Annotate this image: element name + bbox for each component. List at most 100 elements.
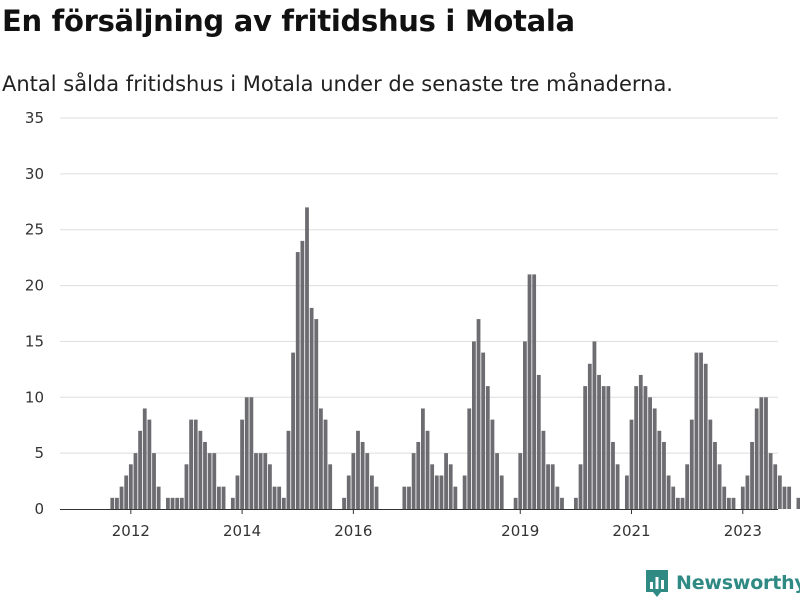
bar <box>416 441 421 509</box>
bar <box>782 486 787 509</box>
bar <box>467 408 472 509</box>
bar <box>166 497 170 509</box>
bar <box>699 352 703 509</box>
y-tick-label-30: 30 <box>25 165 44 183</box>
bar <box>754 408 759 509</box>
y-tick-label-10: 10 <box>25 388 44 406</box>
bar <box>471 341 476 509</box>
bar <box>787 486 792 509</box>
bar <box>133 453 138 509</box>
bar <box>124 475 129 509</box>
bar <box>240 419 244 509</box>
x-tick-label-2021: 2021 <box>612 522 650 540</box>
bar <box>291 352 295 509</box>
bar <box>244 397 249 509</box>
bar <box>722 486 727 509</box>
bar <box>573 497 578 509</box>
bar <box>263 453 268 509</box>
y-tick-label-20: 20 <box>25 277 44 295</box>
bar <box>300 240 305 509</box>
bar <box>217 486 221 509</box>
bar <box>490 419 495 509</box>
bar <box>666 475 671 509</box>
bar <box>541 430 546 509</box>
bar <box>495 453 499 509</box>
bar <box>156 486 161 509</box>
bar <box>268 464 272 509</box>
bar <box>555 486 560 509</box>
bar <box>750 441 754 509</box>
y-tick-label-35: 35 <box>25 109 44 127</box>
bar <box>578 464 583 509</box>
bar-chart: 0510152025303520122014201620192021202320… <box>25 109 800 540</box>
bar <box>717 464 722 509</box>
bar <box>745 475 750 509</box>
bar <box>184 464 189 509</box>
bar <box>277 486 282 509</box>
bar <box>675 497 680 509</box>
bar <box>198 430 203 509</box>
bar <box>694 352 699 509</box>
bar <box>258 453 263 509</box>
bar <box>583 386 588 509</box>
bar <box>703 363 708 509</box>
bar <box>513 497 518 509</box>
bar <box>272 486 277 509</box>
bar <box>439 475 444 509</box>
bar <box>402 486 407 509</box>
bar <box>425 430 430 509</box>
bar <box>152 453 156 509</box>
bar <box>560 497 564 509</box>
bar <box>281 497 286 509</box>
bar <box>680 497 685 509</box>
y-tick-label-0: 0 <box>34 500 44 518</box>
bar <box>207 453 212 509</box>
newsworthy-logo: Newsworthy <box>644 568 800 598</box>
bar <box>314 319 319 509</box>
bar <box>462 475 467 509</box>
bar <box>638 374 643 509</box>
bar <box>360 441 365 509</box>
bar <box>147 419 152 509</box>
x-tick-label-2014: 2014 <box>223 522 261 540</box>
bar <box>193 419 198 509</box>
bar <box>407 486 411 509</box>
bar <box>592 341 597 509</box>
bar <box>309 307 314 509</box>
bar <box>499 475 504 509</box>
bar <box>370 475 374 509</box>
bar <box>527 274 532 509</box>
bar <box>203 441 207 509</box>
bar <box>138 430 143 509</box>
bar <box>773 464 778 509</box>
bar <box>319 408 323 509</box>
bar <box>179 497 184 509</box>
bar <box>777 475 782 509</box>
bar <box>110 497 115 509</box>
bar <box>685 464 690 509</box>
x-tick-label-2019: 2019 <box>501 522 539 540</box>
bar <box>221 486 226 509</box>
bar <box>671 486 676 509</box>
bar <box>652 408 657 509</box>
bar <box>740 486 745 509</box>
bar <box>115 497 119 509</box>
bar <box>759 397 764 509</box>
bar <box>170 497 175 509</box>
bar <box>550 464 555 509</box>
bar <box>430 464 435 509</box>
bar <box>323 419 328 509</box>
bar <box>587 363 592 509</box>
bar <box>643 386 648 509</box>
bar <box>453 486 458 509</box>
bar <box>689 419 694 509</box>
y-tick-label-15: 15 <box>25 332 44 350</box>
bar <box>254 453 258 509</box>
bar <box>764 397 768 509</box>
bar <box>249 397 254 509</box>
bar <box>629 419 634 509</box>
bar <box>230 497 235 509</box>
bar <box>189 419 193 509</box>
bar <box>624 475 629 509</box>
bar <box>708 419 713 509</box>
